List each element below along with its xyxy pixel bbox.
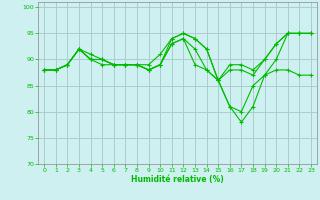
X-axis label: Humidité relative (%): Humidité relative (%) bbox=[131, 175, 224, 184]
